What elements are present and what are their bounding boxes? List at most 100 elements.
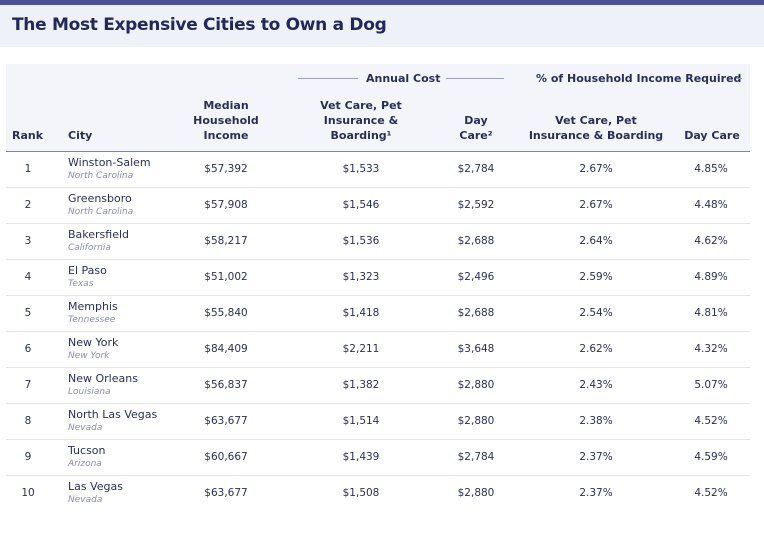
pct-day-care-cell: 4.89% <box>694 271 728 283</box>
city-cell: El Paso Texas <box>68 264 107 290</box>
table-row: 4 El Paso Texas $51,002 $1,323 $2,496 2.59% 4.8… <box>6 260 750 296</box>
city-name: New York <box>68 336 119 349</box>
city-name: Bakersfield <box>68 228 130 241</box>
income-cell: $55,840 <box>204 307 248 319</box>
day-care-cell: $2,784 <box>457 163 495 175</box>
table-row: 8 North Las Vegas Nevada $63,677 $1,514 $2,88… <box>6 404 750 440</box>
rank-cell: 2 <box>24 199 32 211</box>
pct-vet-care-cell: 2.37% <box>579 451 613 463</box>
bottom-space <box>0 504 764 534</box>
rank-cell: 4 <box>24 271 32 283</box>
income-cell: $58,217 <box>204 235 248 247</box>
income-cell: $84,409 <box>204 343 248 355</box>
vet-care-cell: $1,546 <box>342 199 380 211</box>
pct-vet-care-cell: 2.64% <box>579 235 613 247</box>
city-cell: Tucson Arizona <box>68 444 106 470</box>
rank-cell: 3 <box>24 235 32 247</box>
pct-day-care-cell: 4.62% <box>694 235 728 247</box>
pct-vet-care-cell: 2.43% <box>579 379 613 391</box>
pct-day-care-cell: 4.85% <box>694 163 728 175</box>
table-row: 3 Bakersfield California $58,217 $1,536 $2,68… <box>6 224 750 260</box>
header-vet-care: Vet Care, Pet Insurance & Boarding¹ <box>320 99 402 142</box>
vet-care-cell: $1,536 <box>342 235 380 247</box>
income-cell: $60,667 <box>204 451 248 463</box>
rank-cell: 6 <box>24 343 32 355</box>
pct-vet-care-cell: 2.67% <box>579 199 613 211</box>
city-state: Arizona <box>68 459 102 469</box>
table-row: 5 Memphis Tennessee $55,840 $1,418 $2,688 2.54… <box>6 296 750 332</box>
header-income: Median Household Income <box>193 99 259 142</box>
day-care-cell: $2,784 <box>457 451 495 463</box>
city-cell: Bakersfield California <box>68 228 129 254</box>
header-pct-vet-care: Vet Care, Pet Insurance & Boarding <box>528 114 664 142</box>
pct-day-care-cell: 4.32% <box>694 343 728 355</box>
city-state: Nevada <box>68 495 103 505</box>
city-cell: North Las Vegas Nevada <box>68 408 157 434</box>
vet-care-cell: $2,211 <box>342 343 380 355</box>
day-care-cell: $2,880 <box>457 487 495 499</box>
rank-cell: 1 <box>24 163 32 175</box>
pct-day-care-cell: 5.07% <box>694 379 728 391</box>
city-cell: New Orleans Louisiana <box>68 372 138 398</box>
income-cell: $56,837 <box>204 379 248 391</box>
rank-cell: 7 <box>24 379 32 391</box>
city-state: Nevada <box>68 423 103 433</box>
table-row: 6 New York New York $84,409 $2,211 $3,648 2.62… <box>6 332 750 368</box>
day-care-cell: $2,688 <box>457 307 495 319</box>
income-cell: $57,392 <box>204 163 248 175</box>
header-city: City <box>68 129 93 142</box>
day-care-cell: $2,880 <box>457 379 495 391</box>
vet-care-cell: $1,533 <box>342 163 380 175</box>
header-divider <box>6 151 750 152</box>
pct-day-care-cell: 4.81% <box>694 307 728 319</box>
day-care-cell: $2,688 <box>457 235 495 247</box>
header-pct-day-care: Day Care <box>684 129 740 142</box>
rank-cell: 10 <box>21 487 35 499</box>
annual-cost-line-right <box>446 78 504 79</box>
city-name: North Las Vegas <box>68 408 158 421</box>
income-cell: $57,908 <box>204 199 248 211</box>
rank-cell: 9 <box>24 451 32 463</box>
city-state: New York <box>68 351 110 361</box>
city-name: Las Vegas <box>68 480 123 493</box>
header-day-care: Day Care² <box>459 114 493 142</box>
city-name: Greensboro <box>68 192 132 205</box>
table-header <box>6 64 750 152</box>
rank-cell: 5 <box>24 307 32 319</box>
day-care-cell: $2,592 <box>457 199 495 211</box>
pct-day-care-cell: 4.48% <box>694 199 728 211</box>
city-state: California <box>68 243 111 253</box>
pct-vet-care-cell: 2.54% <box>579 307 613 319</box>
table-row: 10 Las Vegas Nevada $63,677 $1,508 $2,880 2.37… <box>6 476 750 512</box>
rank-cell: 8 <box>24 415 32 427</box>
vet-care-cell: $1,508 <box>342 487 380 499</box>
city-name: New Orleans <box>68 372 138 385</box>
pct-day-care-cell: 4.59% <box>694 451 728 463</box>
pct-vet-care-cell: 2.62% <box>579 343 613 355</box>
city-state: Tennessee <box>68 315 116 325</box>
header-rank: Rank <box>12 129 44 142</box>
vet-care-cell: $1,323 <box>342 271 380 283</box>
city-name: El Paso <box>68 264 107 277</box>
vet-care-cell: $1,514 <box>342 415 380 427</box>
income-cell: $51,002 <box>204 271 248 283</box>
city-cell: New York New York <box>68 336 118 362</box>
pct-vet-care-cell: 2.59% <box>579 271 613 283</box>
day-care-cell: $3,648 <box>457 343 495 355</box>
city-state: North Carolina <box>68 171 134 181</box>
income-cell: $63,677 <box>204 487 248 499</box>
city-cell: Winston-Salem North Carolina <box>68 156 151 182</box>
city-state: Louisiana <box>68 387 111 397</box>
annual-cost-line-left <box>298 78 358 79</box>
group-annual-cost: Annual Cost <box>366 72 441 85</box>
top-accent-bar <box>0 0 764 5</box>
city-name: Tucson <box>68 444 106 457</box>
vet-care-cell: $1,439 <box>342 451 380 463</box>
table-row: 2 Greensboro North Carolina $57,908 $1,546 $2… <box>6 188 750 224</box>
table-row: 7 New Orleans Louisiana $56,837 $1,382 $2,880… <box>6 368 750 404</box>
city-name: Winston-Salem <box>68 156 151 169</box>
city-state: North Carolina <box>68 207 134 217</box>
city-name: Memphis <box>68 300 118 313</box>
vet-care-cell: $1,382 <box>342 379 380 391</box>
page-title: The Most Expensive Cities to Own a Dog <box>12 15 387 35</box>
